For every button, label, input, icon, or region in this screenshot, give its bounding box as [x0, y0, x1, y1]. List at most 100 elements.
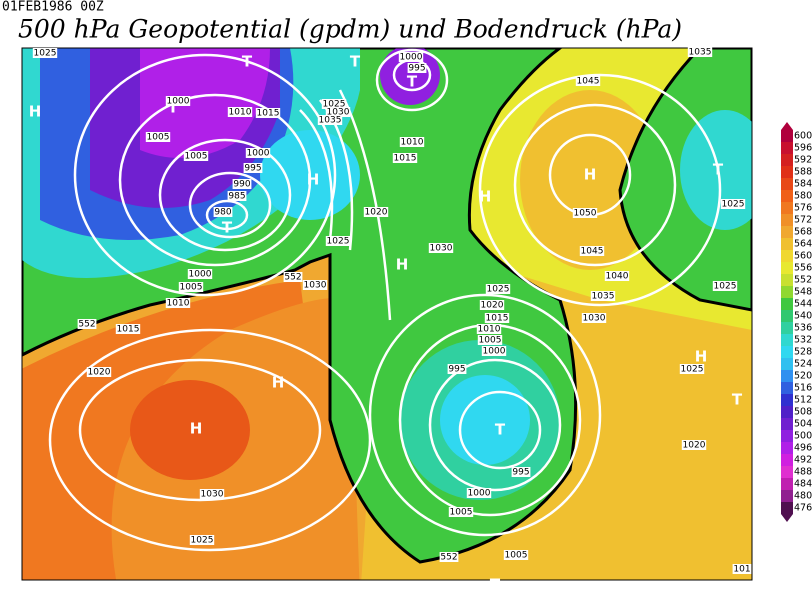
isobar-label: 1000	[187, 269, 213, 280]
isobar-label-bg	[363, 207, 389, 217]
isobar-label: 1000	[466, 488, 492, 499]
colorbar-swatch	[781, 226, 793, 238]
isobar-label: 1015	[115, 324, 141, 335]
isobar-label-text: 995	[512, 468, 529, 478]
isobar-label-text: 1000	[167, 97, 190, 107]
colorbar-swatch	[781, 154, 793, 166]
colorbar-swatch	[781, 214, 793, 226]
colorbar-swatch	[781, 382, 793, 394]
colorbar-label: 548	[794, 287, 812, 298]
colorbar-swatch	[781, 442, 793, 454]
isobar-label-bg	[511, 467, 531, 477]
colorbar-swatch	[781, 490, 793, 502]
isobar-label-text: 1045	[577, 77, 600, 87]
isobar-label-text: 985	[228, 192, 245, 202]
colorbar-label: 520	[794, 371, 812, 382]
isobar-label-text: 1005	[147, 133, 170, 143]
isobar-label-bg	[712, 281, 738, 291]
colorbar-swatch	[781, 430, 793, 442]
isobar-label: 552	[283, 272, 303, 283]
pressure-center: H	[29, 103, 42, 121]
colorbar-label: 552	[794, 275, 812, 286]
isobar-label-bg	[579, 246, 605, 256]
colorbar-label: 516	[794, 383, 812, 394]
isobar-label-text: 1020	[683, 441, 706, 451]
isobar-label-text: 1030	[430, 244, 453, 254]
isobar-label-text: 1000	[468, 489, 491, 499]
colorbar-label: 580	[794, 191, 812, 202]
colorbar-label: 492	[794, 455, 812, 466]
pressure-center: T	[168, 99, 179, 117]
isobar-label-bg	[255, 108, 281, 118]
isobar-label-bg	[681, 440, 707, 450]
isobar-label-bg	[115, 324, 141, 334]
pressure-center: T	[242, 53, 253, 71]
colorbar-swatch	[781, 178, 793, 190]
isobar-label-text: 1025	[327, 237, 350, 247]
isobar-label: 1025	[712, 281, 738, 292]
pressure-center: T	[490, 576, 501, 594]
isobar-label-bg	[479, 300, 505, 310]
isobar-label-text: 1030	[327, 108, 350, 118]
isobar-label-text: 1025	[34, 49, 57, 59]
isobar-label-bg	[165, 96, 191, 106]
isobar-label: 985	[227, 191, 247, 202]
isobar-label: 995	[407, 63, 427, 74]
isobar-label-text: 995	[448, 365, 465, 375]
colorbar-label: 536	[794, 323, 812, 334]
colorbar-swatch	[781, 262, 793, 274]
colorbar-swatch	[781, 334, 793, 346]
isobar-label: 1020	[681, 440, 707, 451]
isobar-label-bg	[86, 367, 112, 377]
isobar-label-bg	[687, 47, 713, 57]
colorbar-label: 556	[794, 263, 812, 274]
isobar-label-bg	[481, 346, 507, 356]
colorbar-label: 500	[794, 431, 812, 442]
isobar-label-bg	[732, 564, 752, 574]
isobar-label: 980	[213, 207, 233, 218]
colorbar-swatch	[781, 370, 793, 382]
isobar-label-text: 1010	[401, 138, 424, 148]
colorbar-label: 584	[794, 179, 812, 190]
isobar-label-text: 552	[440, 553, 457, 563]
isobar-label: 1030	[581, 313, 607, 324]
isobar-label-text: 1000	[483, 347, 506, 357]
colorbar-tip	[781, 122, 793, 130]
isobar-label-bg	[178, 282, 204, 292]
isobar-label: 1025	[32, 48, 58, 59]
colorbar-label: 496	[794, 443, 812, 454]
colorbar-label: 540	[794, 311, 812, 322]
colorbar-label: 576	[794, 203, 812, 214]
isobar-label-bg	[398, 52, 424, 62]
isobar-label-bg	[325, 236, 351, 246]
isobar-label-text: 1020	[365, 208, 388, 218]
isobar-label: 1025	[189, 535, 215, 546]
isobar-label-bg	[187, 269, 213, 279]
pressure-center: H	[272, 374, 285, 392]
isobar-label-bg	[679, 364, 705, 374]
pressure-center: H	[584, 166, 597, 184]
isobar-label-text: 995	[244, 164, 261, 174]
isobar-label-text: 1025	[722, 200, 745, 210]
isobar-label: 1025	[325, 236, 351, 247]
isobar-label: 1005	[477, 335, 503, 346]
isobar-label-text: 1030	[304, 281, 327, 291]
isobar-label: 1030	[325, 107, 351, 118]
isobar-label-bg	[581, 313, 607, 323]
pressure-center: H	[695, 348, 708, 366]
isobar-label-text: 1045	[581, 247, 604, 257]
isobar-label-bg	[447, 364, 467, 374]
isobar-label: 1015	[255, 108, 281, 119]
isobar-label: 1015	[392, 153, 418, 164]
isobar-label-text: 1040	[606, 272, 629, 282]
isobar-label: 1050	[572, 208, 598, 219]
isobar-label-text: 1000	[247, 149, 270, 159]
isobar-label: 1025	[720, 199, 746, 210]
isobar-label-text: 101	[733, 565, 750, 575]
isobar-label-text: 1020	[88, 368, 111, 378]
colorbar-label: 592	[794, 155, 812, 166]
colorbar	[781, 122, 793, 522]
isobar-label: 1010	[476, 324, 502, 335]
isobar-label-bg	[243, 163, 263, 173]
isobar-label-bg	[227, 191, 247, 201]
